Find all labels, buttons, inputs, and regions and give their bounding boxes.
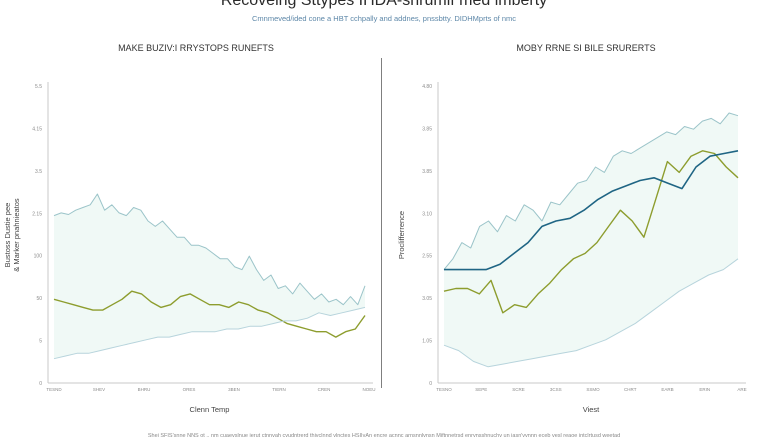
- x-tick-label: TESND: [46, 387, 62, 392]
- chart-subtitle: Cmnmeved/ided cone a HBT cchpally and ad…: [251, 14, 516, 23]
- x-tick-label: SSMO: [586, 387, 600, 392]
- x-tick-label: SHEV: [93, 387, 105, 392]
- series-band-area: [54, 194, 365, 359]
- x-tick-label: ERIN: [699, 387, 710, 392]
- x-tick-label: NOEU: [362, 387, 375, 392]
- x-tick-label: CHRT: [624, 387, 637, 392]
- y-tick-label: 4.80: [422, 84, 432, 90]
- series-line-3: [444, 150, 739, 271]
- y-tick-label: 2.55: [422, 254, 432, 260]
- x-tick-label: ORES: [183, 387, 196, 392]
- y-tick-label: 3.10: [422, 211, 432, 217]
- footer-caption: Shei SFIS'snne NNS ot .. nm cuaevslnue i…: [147, 433, 621, 439]
- series-line-1: [443, 112, 739, 270]
- x-tick-label: TESNO: [436, 387, 452, 392]
- y-tick-label: 3.5: [35, 169, 42, 175]
- series-line-3: [53, 306, 366, 360]
- x-tick-label: ARE: [737, 387, 746, 392]
- series-line-4: [443, 258, 739, 368]
- y-tick-label: 0: [39, 381, 42, 387]
- y-tick-label: 5.5: [35, 84, 42, 90]
- x-tick-label: TIERN: [272, 387, 286, 392]
- y-tick-label: 3.85: [422, 126, 432, 132]
- y-axis-label: Proclifferrence: [397, 211, 406, 259]
- y-tick-label: 3.05: [422, 296, 432, 302]
- y-tick-label: 2.15: [32, 211, 42, 217]
- y-tick-label: 5: [39, 339, 42, 345]
- x-tick-label: 3BEN: [228, 387, 240, 392]
- series-band-area: [444, 113, 738, 367]
- y-axis-label-secondary: & Marker pnahnieatos: [12, 198, 21, 272]
- y-axis-label: Bustoss Dustie pee: [3, 203, 12, 268]
- y-tick-label: 3.85: [422, 169, 432, 175]
- chart-title: Recoveing Sttypes IHDA-shrumif med imber…: [220, 0, 548, 9]
- x-tick-label: SCRE: [512, 387, 525, 392]
- y-tick-label: 4.15: [32, 126, 42, 132]
- x-tick-label: BHRU: [138, 387, 151, 392]
- x-axis-label: Clenn Temp: [190, 405, 230, 414]
- x-tick-label: SEPE: [475, 387, 487, 392]
- series-line-2: [53, 290, 366, 338]
- x-axis-label: Viest: [583, 405, 600, 414]
- y-tick-label: 50: [36, 296, 42, 302]
- x-tick-label: EARB: [661, 387, 673, 392]
- panel-title: MAKE BUZIV:I RRYSTOPS RUNEFTS: [118, 43, 274, 53]
- x-tick-label: 3CSS: [550, 387, 562, 392]
- series-line-1: [53, 193, 366, 306]
- y-tick-label: 1.05: [422, 339, 432, 345]
- series-line-2: [443, 150, 739, 314]
- y-tick-label: 100: [34, 254, 43, 260]
- panel-title: MOBY RRNE SI BILE SRURERTS: [516, 43, 655, 53]
- x-tick-label: CREN: [318, 387, 331, 392]
- y-tick-label: 0: [429, 381, 432, 387]
- panel-divider: [381, 58, 382, 388]
